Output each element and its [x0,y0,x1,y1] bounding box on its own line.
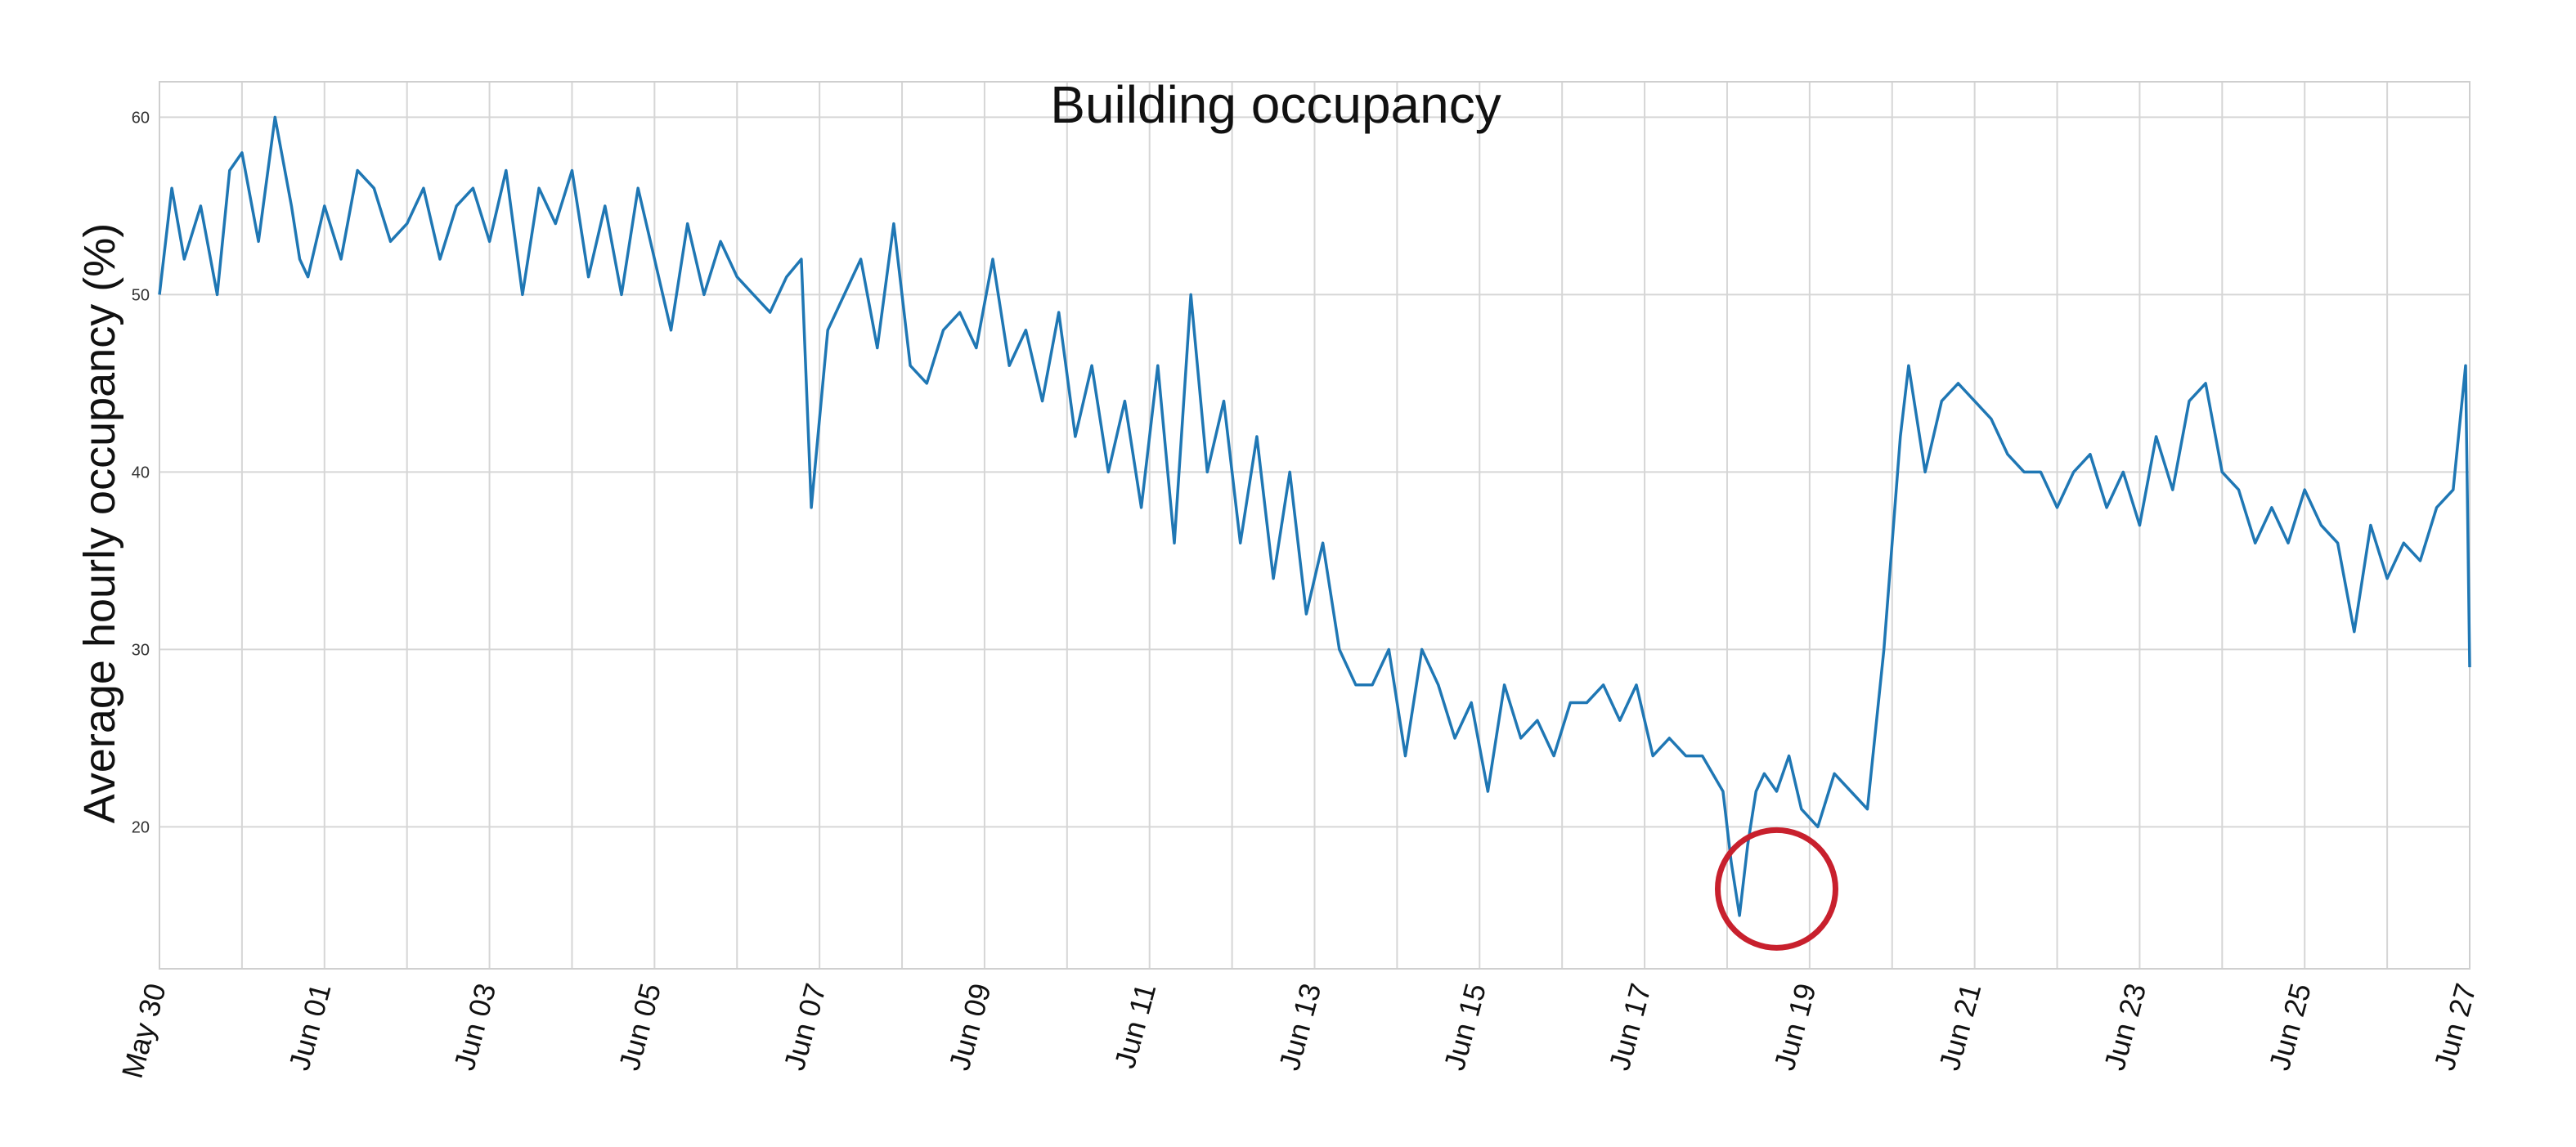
highlight-circle-marker [1715,827,1838,951]
y-axis-label: Average hourly occupancy (%) [75,223,124,823]
x-tick-label: Jun 19 [1767,979,1823,1073]
x-tick-label: Jun 17 [1602,979,1658,1073]
y-tick-label: 60 [132,109,150,127]
y-tick-label: 20 [132,818,150,836]
x-tick-label: Jun 07 [777,979,832,1073]
x-tick-label: Jun 03 [447,979,503,1073]
occupancy-series-line [158,115,2471,917]
x-tick-label: Jun 15 [1437,979,1492,1073]
x-tick-labels: May 30 Jun 01 Jun 03 Jun 05 Jun 07 Jun 09 Jun … [115,979,2483,1082]
x-tick-label: Jun 23 [2098,979,2153,1073]
x-tick-label: Jun 27 [2427,979,2483,1073]
x-tick-label: Jun 09 [942,979,998,1073]
y-tick-label: 40 [132,464,150,482]
x-tick-label: May 30 [115,979,173,1082]
x-tick-label: Jun 13 [1272,979,1328,1073]
chart-title: Building occupancy [1050,75,1501,134]
x-tick-label: Jun 21 [1932,979,1988,1073]
x-tick-label: Jun 01 [282,979,338,1073]
y-tick-label: 30 [132,641,150,659]
x-tick-label: Jun 05 [613,979,668,1073]
plot-frame [159,81,2471,970]
y-tick-label: 50 [132,286,150,304]
y-tick-labels: 20 30 40 50 60 [132,109,150,836]
grid-lines [159,82,2471,969]
x-tick-label: Jun 25 [2262,979,2318,1073]
x-tick-label: Jun 11 [1108,979,1163,1071]
